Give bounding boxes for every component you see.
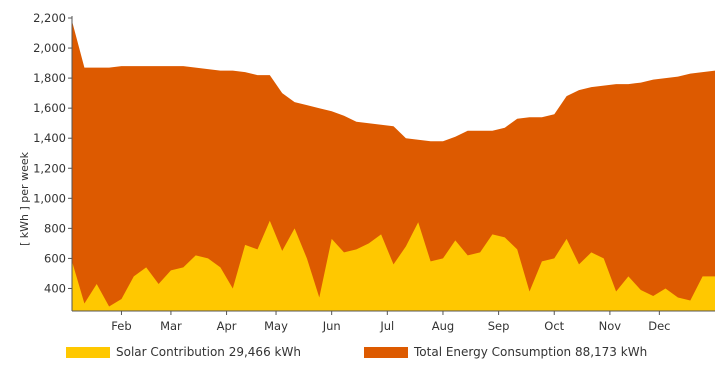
x-tick-label: Mar [160, 319, 182, 333]
legend-item-total: Total Energy Consumption 88,173 kWh [364, 341, 647, 363]
x-tick-label: Oct [544, 319, 564, 333]
y-tick-label: 1,000 [33, 191, 66, 205]
y-tick-label: 600 [44, 251, 66, 265]
area-solar-contribution [72, 220, 715, 311]
y-axis-label: [ kWh ] per week [18, 151, 31, 246]
plot-area [72, 21, 715, 311]
x-axis: Feb Mar Apr May Jun Jul Aug Sep Oct Nov Dec [72, 310, 715, 333]
legend-swatch-total [364, 346, 408, 358]
x-tick-label: Dec [648, 319, 670, 333]
x-tick-label: Nov [599, 319, 622, 333]
x-tick-label: Aug [432, 319, 454, 333]
x-tick-label: Jun [322, 319, 341, 333]
legend-label-total: Total Energy Consumption 88,173 kWh [414, 345, 648, 359]
y-axis: 400 600 800 1,000 1,200 1,400 1,600 1,800 2,000 2… [33, 11, 73, 311]
y-tick-label: 1,600 [33, 101, 66, 115]
x-tick-label: Sep [488, 319, 510, 333]
x-tick-label: May [264, 319, 288, 333]
y-tick-label: 800 [44, 221, 66, 235]
y-tick-label: 2,000 [33, 41, 66, 55]
legend-swatch-solar [66, 346, 110, 358]
x-tick-label: Feb [111, 319, 131, 333]
legend-label-solar: Solar Contribution 29,466 kWh [116, 345, 301, 359]
y-tick-label: 2,200 [33, 11, 66, 25]
y-tick-label: 1,800 [33, 71, 66, 85]
legend-item-solar: Solar Contribution 29,466 kWh [66, 341, 301, 363]
y-tick-label: 400 [44, 281, 66, 295]
y-tick-label: 1,400 [33, 131, 66, 145]
area-total-energy [72, 21, 715, 311]
x-tick-label: Jul [379, 319, 394, 333]
x-tick-label: Apr [217, 319, 237, 333]
y-tick-label: 1,200 [33, 161, 66, 175]
